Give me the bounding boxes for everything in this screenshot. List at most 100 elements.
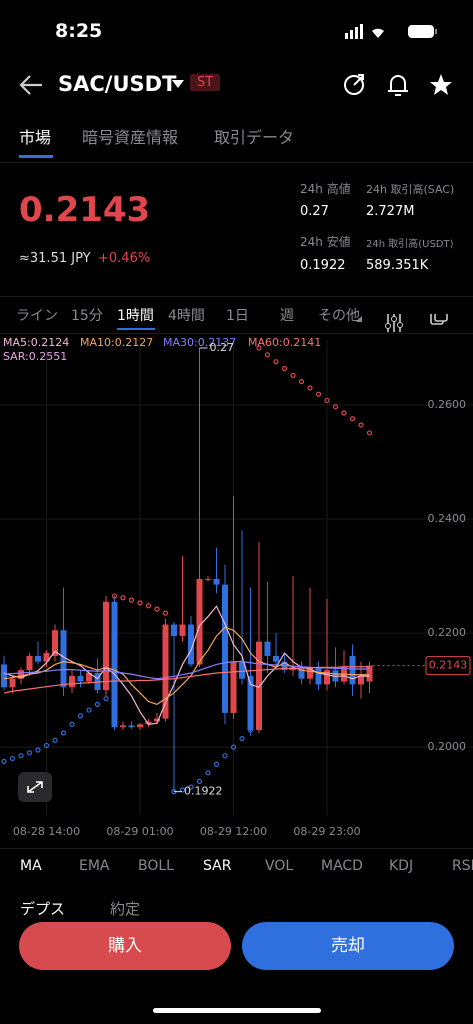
bottom-tab[interactable]: デプス xyxy=(20,900,66,918)
sar-dot xyxy=(179,787,186,793)
pair-title[interactable]: SAC/USDT xyxy=(58,72,177,96)
candle-body xyxy=(298,667,305,679)
candle-body xyxy=(171,624,177,636)
legend-entry: MA30:0.2137 xyxy=(163,336,236,349)
fiat-price: ≈31.51 JPY xyxy=(19,251,91,266)
tab[interactable]: 取引データ xyxy=(214,128,295,147)
divider xyxy=(0,333,473,334)
sar-dot xyxy=(222,753,228,759)
divider xyxy=(0,162,473,163)
sar-dot xyxy=(324,397,330,404)
sar-dot xyxy=(154,606,160,612)
candle-body xyxy=(137,724,143,728)
divider xyxy=(0,848,473,849)
ma-line xyxy=(3,666,370,694)
interval[interactable]: ライン xyxy=(16,308,58,324)
indicator[interactable]: KDJ xyxy=(389,858,414,874)
stat-label: 24h 高値 xyxy=(300,182,351,196)
sar-dot xyxy=(341,410,347,416)
sar-dot xyxy=(247,727,254,733)
price-change: +0.46% xyxy=(98,251,151,266)
sar-dot xyxy=(239,735,245,742)
legend-entry: SAR:0.2551 xyxy=(3,350,67,363)
min-label: 0.1922 xyxy=(184,785,223,798)
candle-body xyxy=(213,578,220,585)
indicator-active[interactable]: MA xyxy=(20,858,42,874)
candle-body xyxy=(120,725,126,728)
sar-dot xyxy=(358,422,364,428)
x-tick-label: 08-29 01:00 xyxy=(106,825,173,838)
sar-dot xyxy=(145,603,152,609)
sell-button[interactable]: 売却 xyxy=(242,922,454,970)
header-icons[interactable] xyxy=(340,70,460,100)
y-tick-label: 0.2000 xyxy=(428,740,467,753)
y-tick-label: 0.2400 xyxy=(428,512,467,525)
stat-value: 0.1922 xyxy=(300,258,346,273)
ma-line xyxy=(3,626,370,706)
last-price-box xyxy=(425,656,471,676)
candle-body xyxy=(1,664,7,688)
candle-body xyxy=(366,665,373,682)
candle-body xyxy=(247,675,254,731)
sar-dot xyxy=(9,755,16,762)
interval-underline xyxy=(117,328,155,330)
tab[interactable]: 暗号資産情報 xyxy=(82,128,179,147)
sar-dot xyxy=(18,753,24,759)
sar-dot xyxy=(349,416,356,422)
candle-body xyxy=(69,675,75,688)
candle-body xyxy=(256,641,262,731)
sar-dot xyxy=(281,365,288,372)
last-price-label: 0.2143 xyxy=(429,659,468,672)
y-tick-label: 0.2200 xyxy=(428,626,467,639)
candle-body xyxy=(154,718,160,722)
expand-button[interactable] xyxy=(18,772,52,802)
indicator[interactable]: EMA xyxy=(79,858,110,874)
indicator[interactable]: RSI xyxy=(452,858,473,874)
candle-body xyxy=(179,624,186,636)
candle-body xyxy=(349,655,356,685)
interval[interactable]: 4時間 xyxy=(168,308,205,324)
sar-dot xyxy=(60,730,67,736)
tab[interactable]: 市場 xyxy=(19,128,52,147)
interval[interactable]: その他 xyxy=(318,308,360,324)
candle-body xyxy=(239,661,245,679)
candle-body xyxy=(103,601,109,691)
sar-dot xyxy=(298,379,305,385)
candle-body xyxy=(188,624,194,665)
x-tick-label: 08-29 23:00 xyxy=(293,825,360,838)
stat-label: 24h 安値 xyxy=(300,235,351,249)
sar-dot xyxy=(137,600,143,606)
chart-tools[interactable] xyxy=(356,314,466,338)
interval[interactable]: 15分 xyxy=(71,308,103,324)
back-button[interactable] xyxy=(16,72,46,98)
candle-body xyxy=(205,578,211,580)
indicator-active[interactable]: SAR xyxy=(203,858,232,874)
tab-underline xyxy=(19,155,53,158)
interval[interactable]: 1日 xyxy=(226,308,249,324)
candle-body xyxy=(162,624,169,719)
tag-badge: ST xyxy=(190,74,221,91)
stat-value: 2.727M xyxy=(366,204,415,219)
legend-entry: MA60:0.2141 xyxy=(248,336,321,349)
interval-active[interactable]: 1時間 xyxy=(117,308,154,324)
interval[interactable]: 週 xyxy=(280,308,294,324)
bottom-tab[interactable]: 約定 xyxy=(110,900,141,918)
divider xyxy=(0,296,473,297)
indicator[interactable]: VOL xyxy=(265,858,294,874)
sar-dot xyxy=(128,597,135,603)
candle-body xyxy=(324,670,330,685)
sar-dot xyxy=(315,391,322,397)
sar-dot xyxy=(94,701,101,707)
candle-body xyxy=(43,653,50,662)
candle-body xyxy=(26,655,33,671)
sar-dot xyxy=(26,750,33,756)
dropdown-caret[interactable] xyxy=(171,78,185,90)
candle-body xyxy=(60,630,67,688)
indicator[interactable]: BOLL xyxy=(138,858,174,874)
indicator[interactable]: MACD xyxy=(321,858,363,874)
home-indicator xyxy=(153,1008,321,1013)
buy-button[interactable]: 購入 xyxy=(19,922,231,970)
candle-body xyxy=(222,584,228,713)
candle-body xyxy=(128,725,135,728)
